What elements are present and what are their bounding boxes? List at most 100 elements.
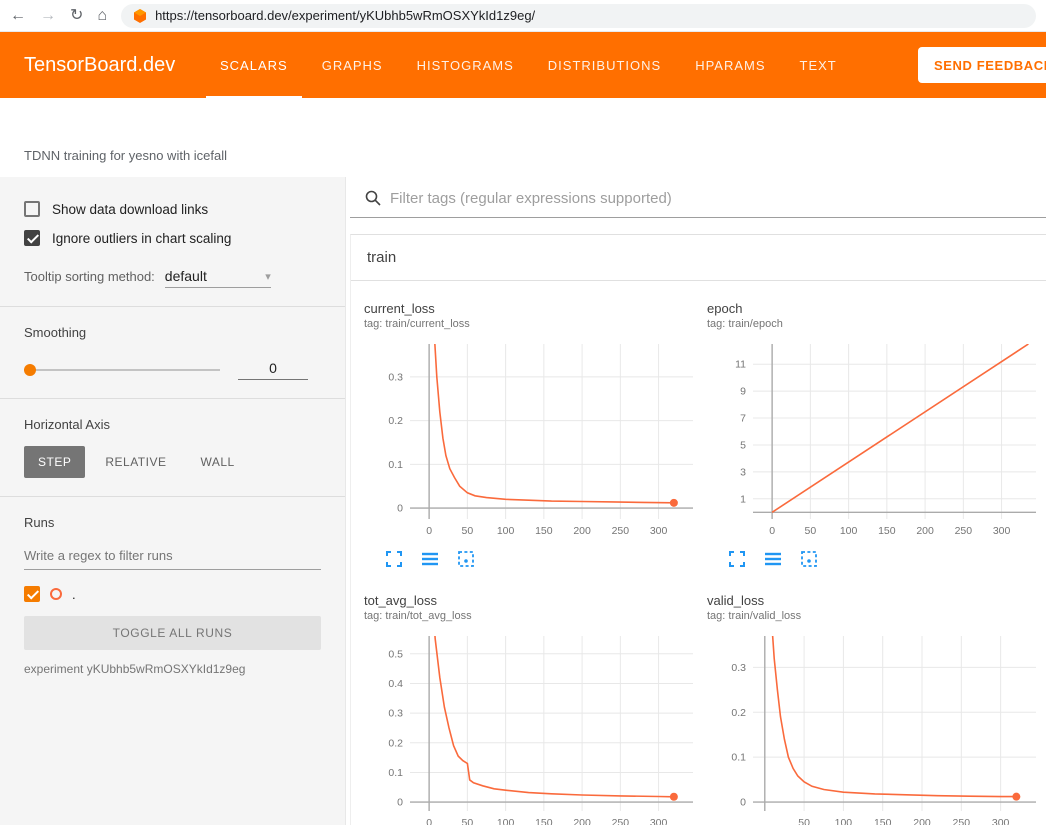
checkbox-icon[interactable] <box>24 201 40 217</box>
axis-step-button[interactable]: STEP <box>24 446 85 478</box>
tooltip-sorting-dropdown[interactable]: default ▾ <box>165 268 271 288</box>
tab-hparams[interactable]: HPARAMS <box>695 32 765 98</box>
smoothing-slider[interactable] <box>24 364 220 376</box>
runs-filter-input[interactable] <box>24 544 321 570</box>
dropdown-value: default <box>165 268 207 284</box>
svg-text:300: 300 <box>650 817 668 825</box>
chart-tag: tag: train/current_loss <box>364 318 701 330</box>
svg-text:0.3: 0.3 <box>388 708 403 720</box>
fit-domain-icon[interactable] <box>799 549 819 569</box>
train-tag-group-card: train current_loss tag: train/current_lo… <box>350 234 1046 825</box>
view-data-icon[interactable] <box>420 549 440 569</box>
svg-text:11: 11 <box>735 359 746 371</box>
svg-text:250: 250 <box>955 525 973 537</box>
tag-filter-row <box>350 177 1046 218</box>
svg-text:0.2: 0.2 <box>731 707 746 719</box>
back-icon[interactable]: ← <box>10 8 26 24</box>
toggle-all-runs-button[interactable]: TOGGLE ALL RUNS <box>24 616 321 650</box>
svg-text:250: 250 <box>612 817 630 825</box>
svg-text:0.3: 0.3 <box>388 371 403 383</box>
svg-text:0.1: 0.1 <box>388 459 403 471</box>
svg-text:200: 200 <box>573 525 591 537</box>
checkbox-icon[interactable] <box>24 230 40 246</box>
svg-text:9: 9 <box>740 386 746 398</box>
svg-text:3: 3 <box>740 466 746 478</box>
horizontal-axis-buttons: STEP RELATIVE WALL <box>24 446 321 478</box>
dashboard-tabs: SCALARS GRAPHS HISTOGRAMS DISTRIBUTIONS … <box>220 32 837 98</box>
address-bar[interactable]: https://tensorboard.dev/experiment/yKUbh… <box>121 4 1036 28</box>
svg-text:300: 300 <box>993 525 1011 537</box>
svg-text:50: 50 <box>462 817 474 825</box>
expand-chart-icon[interactable] <box>727 549 747 569</box>
home-icon[interactable]: ⌂ <box>97 8 107 24</box>
run-item-row[interactable]: . <box>24 586 321 602</box>
svg-text:100: 100 <box>497 817 515 825</box>
chart-card-epoch: epoch tag: train/epoch 13579110501001502… <box>707 301 1044 569</box>
svg-text:0.3: 0.3 <box>731 662 746 674</box>
svg-text:0: 0 <box>426 817 432 825</box>
axis-relative-button[interactable]: RELATIVE <box>91 446 180 478</box>
show-download-links-checkbox-row[interactable]: Show data download links <box>24 201 321 217</box>
svg-text:5: 5 <box>740 439 746 451</box>
svg-text:0: 0 <box>397 503 403 515</box>
fit-domain-icon[interactable] <box>456 549 476 569</box>
ignore-outliers-checkbox-row[interactable]: Ignore outliers in chart scaling <box>24 230 321 246</box>
chart-canvas[interactable]: 00.10.20.3050100150200250300 <box>364 338 701 543</box>
svg-text:0.2: 0.2 <box>388 737 403 749</box>
svg-text:250: 250 <box>953 817 971 825</box>
view-data-icon[interactable] <box>763 549 783 569</box>
tab-histograms[interactable]: HISTOGRAMS <box>417 32 514 98</box>
svg-text:7: 7 <box>740 413 746 425</box>
tab-distributions[interactable]: DISTRIBUTIONS <box>548 32 661 98</box>
svg-text:150: 150 <box>878 525 896 537</box>
tab-graphs[interactable]: GRAPHS <box>322 32 383 98</box>
chart-canvas[interactable]: 00.10.20.350100150200250300 <box>707 630 1044 825</box>
svg-text:100: 100 <box>840 525 858 537</box>
svg-text:0.1: 0.1 <box>731 752 746 764</box>
url-text: https://tensorboard.dev/experiment/yKUbh… <box>155 8 535 23</box>
chart-canvas[interactable]: 1357911050100150200250300 <box>707 338 1044 543</box>
charts-grid: current_loss tag: train/current_loss 0 0.… <box>351 281 1046 825</box>
experiment-description-band: TDNN training for yesno with icefall <box>0 98 1046 177</box>
chart-title: current_loss <box>364 301 701 316</box>
tag-filter-input[interactable] <box>390 190 1046 207</box>
svg-text:150: 150 <box>535 817 553 825</box>
chart-canvas[interactable]: 00.10.20.30.40.5050100150200250300 <box>364 630 701 825</box>
app-window: ← → ↻ ⌂ https://tensorboard.dev/experime… <box>0 0 1046 825</box>
chart-toolbar <box>364 549 701 569</box>
tensorboard-logo[interactable]: TensorBoard.dev <box>24 54 220 77</box>
svg-text:150: 150 <box>874 817 892 825</box>
svg-text:0.5: 0.5 <box>388 648 403 660</box>
svg-text:300: 300 <box>650 525 668 537</box>
expand-chart-icon[interactable] <box>384 549 404 569</box>
browser-toolbar: ← → ↻ ⌂ https://tensorboard.dev/experime… <box>0 0 1046 32</box>
svg-text:0: 0 <box>740 797 746 809</box>
experiment-description: TDNN training for yesno with icefall <box>24 148 227 163</box>
scalars-main-panel: train current_loss tag: train/current_lo… <box>346 177 1046 825</box>
send-feedback-button[interactable]: SEND FEEDBACK <box>918 47 1046 83</box>
svg-text:0.2: 0.2 <box>388 415 403 427</box>
tensorboard-favicon-icon <box>133 9 147 23</box>
svg-text:50: 50 <box>462 525 474 537</box>
chart-tag: tag: train/tot_avg_loss <box>364 610 701 622</box>
axis-wall-button[interactable]: WALL <box>186 446 248 478</box>
svg-text:50: 50 <box>798 817 810 825</box>
chart-title: valid_loss <box>707 593 1044 608</box>
runs-label: Runs <box>24 515 321 530</box>
svg-text:0: 0 <box>397 797 403 809</box>
reload-icon[interactable]: ↻ <box>70 8 83 24</box>
search-icon <box>364 189 382 207</box>
svg-text:250: 250 <box>612 525 630 537</box>
svg-text:0: 0 <box>426 525 432 537</box>
smoothing-value[interactable]: 0 <box>238 360 308 380</box>
tooltip-sorting-row: Tooltip sorting method: default ▾ <box>24 268 321 288</box>
run-checkbox-icon[interactable] <box>24 586 40 602</box>
slider-thumb[interactable] <box>24 364 36 376</box>
tab-scalars[interactable]: SCALARS <box>220 32 288 98</box>
tab-text[interactable]: TEXT <box>800 32 837 98</box>
forward-icon[interactable]: → <box>40 8 56 24</box>
run-color-swatch-icon <box>50 588 62 600</box>
tag-group-header[interactable]: train <box>351 235 1046 281</box>
svg-text:0: 0 <box>769 525 775 537</box>
run-name: . <box>72 587 76 602</box>
